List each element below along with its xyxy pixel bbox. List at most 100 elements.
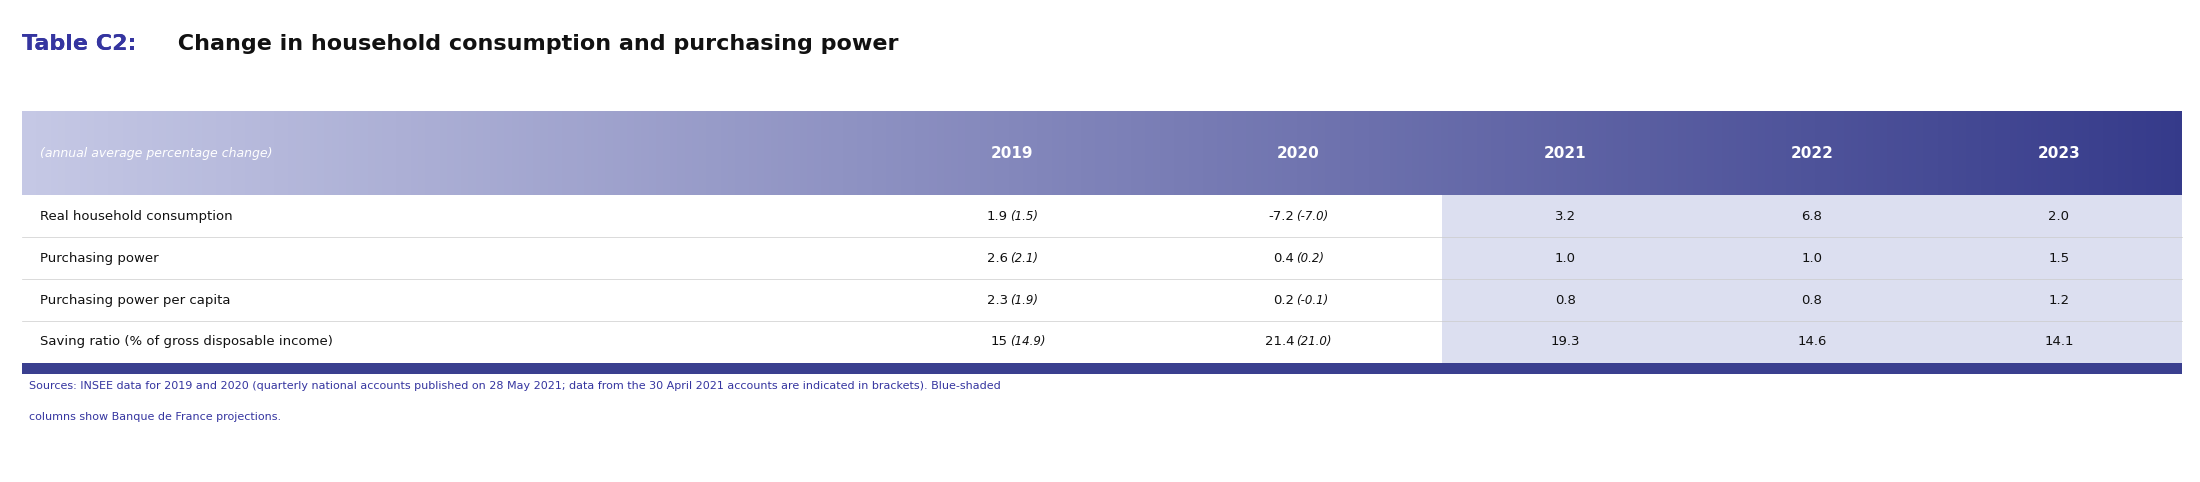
Bar bbox=[814, 111, 821, 195]
Bar bbox=[1995, 111, 2002, 195]
Bar bbox=[1850, 111, 1859, 195]
Bar bbox=[1635, 111, 1641, 195]
Bar bbox=[1232, 111, 1239, 195]
Text: 1.9: 1.9 bbox=[988, 210, 1008, 223]
Bar bbox=[880, 111, 887, 195]
Bar bbox=[1859, 111, 1866, 195]
Text: Sources: INSEE data for 2019 and 2020 (quarterly national accounts published on : Sources: INSEE data for 2019 and 2020 (q… bbox=[29, 381, 1001, 391]
Bar bbox=[2154, 111, 2160, 195]
Bar bbox=[396, 111, 403, 195]
Bar bbox=[1736, 111, 1742, 195]
Bar bbox=[678, 111, 684, 195]
Bar bbox=[2059, 111, 2068, 195]
Bar bbox=[2147, 111, 2154, 195]
Text: 2023: 2023 bbox=[2037, 146, 2081, 161]
Bar bbox=[1901, 111, 1910, 195]
Bar bbox=[288, 111, 295, 195]
Bar bbox=[101, 111, 108, 195]
Bar bbox=[418, 111, 425, 195]
Bar bbox=[462, 111, 469, 195]
Bar bbox=[66, 111, 73, 195]
Bar bbox=[988, 111, 994, 195]
Bar bbox=[2138, 111, 2147, 195]
Bar bbox=[605, 111, 612, 195]
Bar bbox=[1188, 111, 1197, 195]
Bar bbox=[2002, 111, 2009, 195]
Bar bbox=[2031, 111, 2039, 195]
Bar bbox=[389, 111, 396, 195]
Text: 2.0: 2.0 bbox=[2048, 210, 2070, 223]
Bar bbox=[209, 111, 216, 195]
Bar bbox=[482, 111, 491, 195]
Bar bbox=[22, 363, 2182, 374]
Bar bbox=[785, 111, 792, 195]
Bar bbox=[684, 111, 691, 195]
Bar bbox=[22, 195, 2182, 237]
Bar bbox=[541, 111, 548, 195]
Bar bbox=[1175, 111, 1181, 195]
Bar bbox=[1888, 111, 1894, 195]
Bar bbox=[1267, 111, 1276, 195]
Text: Table C2:: Table C2: bbox=[22, 34, 136, 54]
Bar bbox=[1808, 111, 1815, 195]
Bar bbox=[1362, 111, 1368, 195]
Bar bbox=[1492, 111, 1498, 195]
Bar bbox=[1311, 111, 1318, 195]
Bar bbox=[1254, 111, 1261, 195]
Bar bbox=[671, 111, 678, 195]
Bar bbox=[1505, 111, 1514, 195]
Bar bbox=[1514, 111, 1520, 195]
Bar bbox=[1146, 111, 1153, 195]
Bar bbox=[2132, 111, 2138, 195]
Bar bbox=[1533, 111, 1542, 195]
Bar bbox=[22, 279, 2182, 321]
Bar bbox=[1412, 111, 1419, 195]
Bar bbox=[165, 111, 174, 195]
Bar bbox=[95, 111, 101, 195]
Bar bbox=[1802, 111, 1808, 195]
Text: (annual average percentage change): (annual average percentage change) bbox=[40, 147, 273, 160]
Text: 6.8: 6.8 bbox=[1802, 210, 1822, 223]
Bar bbox=[260, 111, 266, 195]
Bar bbox=[1894, 111, 1901, 195]
Bar bbox=[1758, 111, 1764, 195]
Bar bbox=[295, 111, 304, 195]
Bar bbox=[310, 111, 317, 195]
Bar bbox=[1714, 111, 1723, 195]
Bar bbox=[1074, 111, 1080, 195]
Bar bbox=[2046, 111, 2053, 195]
Bar bbox=[700, 111, 706, 195]
Bar bbox=[1448, 111, 1454, 195]
Bar bbox=[1080, 111, 1087, 195]
Bar bbox=[1181, 111, 1188, 195]
Bar bbox=[1397, 111, 1404, 195]
Text: (2.1): (2.1) bbox=[1010, 252, 1038, 265]
Bar bbox=[1008, 111, 1016, 195]
Bar bbox=[317, 111, 323, 195]
Bar bbox=[1324, 111, 1333, 195]
Bar bbox=[972, 111, 979, 195]
Bar bbox=[722, 111, 728, 195]
Bar bbox=[491, 111, 497, 195]
Bar bbox=[22, 237, 2182, 279]
Bar bbox=[411, 111, 418, 195]
Bar bbox=[1368, 111, 1375, 195]
Text: 2019: 2019 bbox=[990, 146, 1034, 161]
Bar bbox=[554, 111, 563, 195]
Bar bbox=[1001, 111, 1008, 195]
Bar bbox=[158, 111, 165, 195]
Bar bbox=[180, 111, 187, 195]
Text: (1.9): (1.9) bbox=[1010, 294, 1038, 307]
Bar bbox=[1916, 111, 1923, 195]
Text: 0.4: 0.4 bbox=[1274, 252, 1294, 265]
Bar bbox=[1672, 111, 1679, 195]
Bar bbox=[1030, 111, 1038, 195]
Bar bbox=[2119, 111, 2125, 195]
Bar bbox=[1390, 111, 1397, 195]
Bar bbox=[642, 111, 649, 195]
Bar bbox=[1989, 111, 1995, 195]
Bar bbox=[858, 111, 865, 195]
Bar bbox=[1289, 111, 1296, 195]
Text: Purchasing power per capita: Purchasing power per capita bbox=[40, 294, 231, 307]
Bar bbox=[1355, 111, 1362, 195]
